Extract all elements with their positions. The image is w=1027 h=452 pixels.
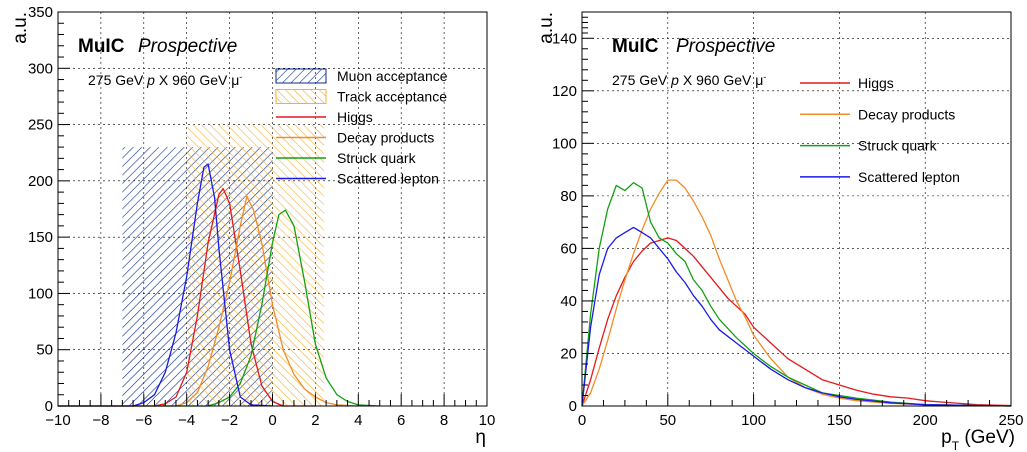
x-axis-title-subscript: T xyxy=(952,439,960,452)
legend-label: Decay products xyxy=(337,130,434,146)
x-axis-title: pT (GeV) xyxy=(941,427,1015,452)
legend-label: Higgs xyxy=(337,109,373,125)
scattered-lepton-curve xyxy=(581,226,1012,407)
x-tick-label: −6 xyxy=(135,412,152,429)
y-tick-label: 20 xyxy=(560,345,577,362)
x-tick-label: 0 xyxy=(578,412,586,429)
beam-label-part: 275 GeV xyxy=(88,72,147,88)
beam-label: 275 GeV p X 960 GeV μ- xyxy=(612,72,766,88)
beam-label-superscript: - xyxy=(239,72,242,82)
track-acceptance-band xyxy=(186,124,324,407)
decay-products-curve xyxy=(581,179,1012,407)
y-tick-label: 50 xyxy=(36,342,53,359)
legend-label: Track acceptance xyxy=(337,89,447,105)
grid xyxy=(582,12,1011,406)
beam-label-part: X 960 GeV μ xyxy=(679,72,763,88)
y-tick-label: 150 xyxy=(28,229,53,246)
legend-label: Higgs xyxy=(858,75,894,91)
legend-label: Struck quark xyxy=(337,150,417,166)
x-tick-label: 250 xyxy=(998,412,1023,429)
y-axis-title: a.u. xyxy=(10,12,31,44)
legend-label: Decay products xyxy=(858,106,955,122)
y-tick-label: 80 xyxy=(560,188,577,205)
x-tick-label: 100 xyxy=(741,412,766,429)
y-tick-label: 140 xyxy=(552,30,577,47)
y-tick-label: 100 xyxy=(28,285,53,302)
y-tick-label: 60 xyxy=(560,240,577,257)
legend-swatch xyxy=(275,89,327,104)
x-tick-label: −4 xyxy=(178,412,195,429)
x-tick-label: −10 xyxy=(45,412,70,429)
y-tick-label: 300 xyxy=(28,60,53,77)
beam-label-superscript: - xyxy=(763,72,766,82)
x-axis-title-part: (GeV) xyxy=(959,427,1015,448)
x-tick-label: 6 xyxy=(397,412,405,429)
legend: Higgs Decay products Struck quark Scattered… xyxy=(800,75,960,185)
eta-distribution-panel: −10 −8 −6 −4 −2 0 2 4 6 8 10050100150200250300350 … xyxy=(10,4,495,448)
higgs-curve xyxy=(581,237,1012,407)
brand-label: MuIC xyxy=(612,36,659,57)
scattered-lepton-curve xyxy=(58,163,273,407)
y-tick-label: 200 xyxy=(28,173,53,190)
x-tick-label: 8 xyxy=(440,412,448,429)
legend-label: Scattered lepton xyxy=(337,171,439,187)
brand-subtitle: Prospective xyxy=(676,36,775,57)
struck-quark-curve xyxy=(581,182,1012,407)
beam-label-part: 275 GeV xyxy=(612,72,671,88)
x-tick-label: 50 xyxy=(659,412,676,429)
axis-ticks xyxy=(57,11,488,407)
x-tick-label: 200 xyxy=(913,412,938,429)
y-tick-label: 40 xyxy=(560,293,577,310)
beam-label-part: X 960 GeV μ xyxy=(155,72,239,88)
x-tick-label: 10 xyxy=(479,412,496,429)
beam-label: 275 GeV p X 960 GeV μ- xyxy=(88,72,242,88)
legend: Muon acceptance Track acceptance Higgs Deca… xyxy=(275,68,448,187)
beam-label-particle: p xyxy=(146,72,155,88)
legend-label: Scattered lepton xyxy=(858,169,960,185)
y-axis-title: a.u. xyxy=(536,12,557,44)
y-tick-label: 100 xyxy=(552,135,577,152)
x-tick-label: −8 xyxy=(92,412,109,429)
y-tick-label: 120 xyxy=(552,83,577,100)
x-tick-label: 150 xyxy=(827,412,852,429)
axis-ticks xyxy=(581,16,1012,407)
x-tick-label: −2 xyxy=(221,412,238,429)
x-tick-label: 4 xyxy=(354,412,362,429)
pt-distribution-panel: 0 50 100 150 200 250 0 20 40 60 80 100 120 140 a.u. p… xyxy=(536,11,1024,452)
y-tick-label: 350 xyxy=(28,4,53,21)
legend-label: Muon acceptance xyxy=(337,68,448,84)
y-tick-label: 250 xyxy=(28,117,53,134)
tick-labels: 0 50 100 150 200 250 0 20 40 60 80 100 120 140 xyxy=(552,30,1024,429)
x-tick-label: 2 xyxy=(311,412,319,429)
x-axis-title-part: p xyxy=(941,427,952,448)
y-tick-label: 0 xyxy=(45,398,53,415)
x-tick-label: 0 xyxy=(268,412,276,429)
legend-label: Struck quark xyxy=(858,138,938,154)
brand-label: MuIC xyxy=(78,36,125,57)
legend-swatch xyxy=(275,68,327,84)
curves xyxy=(581,179,1012,407)
struck-quark-curve xyxy=(58,209,380,407)
y-tick-label: 0 xyxy=(569,398,577,415)
beam-label-particle: p xyxy=(670,72,679,88)
x-axis-title: η xyxy=(475,427,486,448)
acceptance-bands xyxy=(122,124,324,407)
brand-subtitle: Prospective xyxy=(138,36,237,57)
higgs-curve xyxy=(58,188,316,407)
